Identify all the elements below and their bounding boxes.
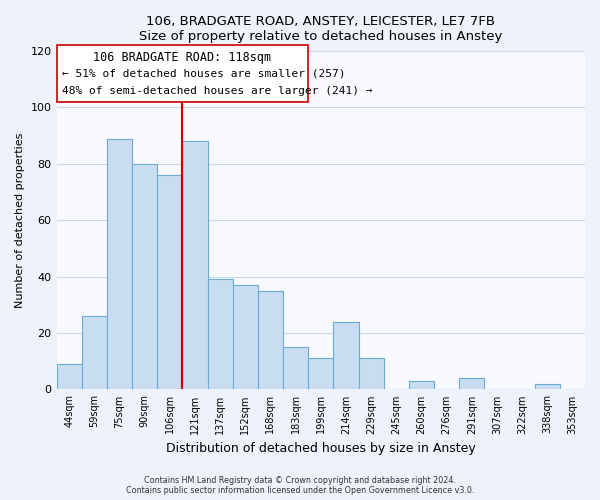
Bar bbox=[459, 378, 484, 390]
Bar bbox=[233, 285, 258, 390]
Bar bbox=[359, 358, 383, 390]
Bar bbox=[56, 364, 82, 390]
Bar bbox=[82, 316, 107, 390]
Y-axis label: Number of detached properties: Number of detached properties bbox=[15, 132, 25, 308]
Title: 106, BRADGATE ROAD, ANSTEY, LEICESTER, LE7 7FB
Size of property relative to deta: 106, BRADGATE ROAD, ANSTEY, LEICESTER, L… bbox=[139, 15, 502, 43]
Bar bbox=[208, 280, 233, 390]
Bar bbox=[283, 347, 308, 390]
Bar bbox=[157, 175, 182, 390]
Bar bbox=[182, 142, 208, 390]
Bar bbox=[535, 384, 560, 390]
Bar bbox=[308, 358, 334, 390]
Text: 48% of semi-detached houses are larger (241) →: 48% of semi-detached houses are larger (… bbox=[62, 86, 372, 97]
Bar bbox=[107, 138, 132, 390]
Bar bbox=[409, 381, 434, 390]
Text: 106 BRADGATE ROAD: 118sqm: 106 BRADGATE ROAD: 118sqm bbox=[94, 51, 271, 64]
X-axis label: Distribution of detached houses by size in Anstey: Distribution of detached houses by size … bbox=[166, 442, 476, 455]
Text: Contains HM Land Registry data © Crown copyright and database right 2024.
Contai: Contains HM Land Registry data © Crown c… bbox=[126, 476, 474, 495]
Bar bbox=[258, 291, 283, 390]
FancyBboxPatch shape bbox=[56, 46, 308, 102]
Text: ← 51% of detached houses are smaller (257): ← 51% of detached houses are smaller (25… bbox=[62, 68, 345, 78]
Bar bbox=[132, 164, 157, 390]
Bar bbox=[334, 322, 359, 390]
